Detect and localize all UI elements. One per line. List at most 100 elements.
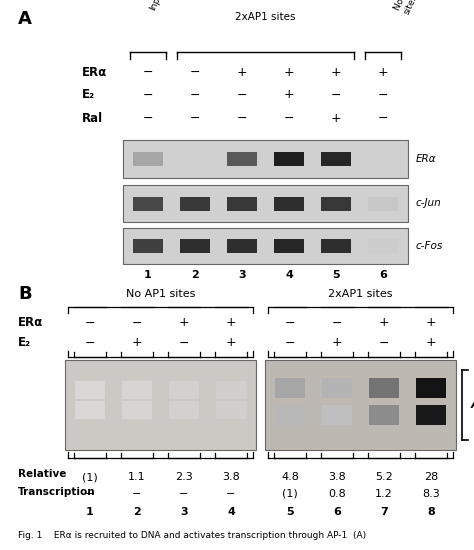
Text: 0.8: 0.8 — [328, 489, 346, 499]
Text: 2xAP1 sites: 2xAP1 sites — [328, 289, 393, 299]
Text: +: + — [379, 316, 389, 329]
Text: 6: 6 — [333, 507, 341, 517]
Bar — [122, 381, 152, 399]
Bar — [321, 196, 351, 211]
Text: 6: 6 — [379, 270, 387, 280]
Text: −: − — [332, 316, 342, 329]
Text: −: − — [285, 337, 295, 349]
Bar — [169, 401, 199, 419]
Text: ERα: ERα — [82, 65, 107, 79]
Text: 2: 2 — [191, 270, 199, 280]
Bar — [322, 378, 352, 398]
Text: 28: 28 — [424, 472, 438, 482]
Text: −: − — [85, 489, 95, 499]
Text: (1): (1) — [282, 489, 298, 499]
Text: Relative: Relative — [18, 469, 66, 479]
Text: 2.3: 2.3 — [175, 472, 193, 482]
Bar — [133, 152, 163, 166]
Text: 3.8: 3.8 — [222, 472, 240, 482]
Bar — [75, 381, 105, 399]
Text: Transcription: Transcription — [18, 487, 96, 497]
Text: +: + — [331, 112, 341, 124]
Bar — [321, 152, 351, 166]
Text: +: + — [237, 65, 247, 79]
Text: ERα: ERα — [18, 316, 43, 329]
Bar — [416, 378, 446, 398]
Text: AdE4: AdE4 — [471, 400, 474, 410]
Text: +: + — [226, 316, 237, 329]
Text: −: − — [285, 316, 295, 329]
Bar — [275, 405, 305, 425]
Text: +: + — [426, 337, 436, 349]
Text: −: − — [331, 89, 341, 102]
Text: 5.2: 5.2 — [375, 472, 393, 482]
Bar — [133, 239, 163, 253]
Text: −: − — [143, 65, 153, 79]
Text: −: − — [284, 112, 294, 124]
Text: +: + — [332, 337, 342, 349]
Text: −: − — [378, 89, 388, 102]
Text: 4: 4 — [285, 270, 293, 280]
Text: A: A — [18, 10, 32, 28]
Bar — [416, 405, 446, 425]
Bar — [216, 401, 246, 419]
Text: 7: 7 — [380, 507, 388, 517]
Text: No AP1 sites: No AP1 sites — [126, 289, 195, 299]
Bar — [65, 360, 256, 450]
Bar — [180, 196, 210, 211]
Bar — [369, 378, 399, 398]
Text: c-Jun: c-Jun — [416, 199, 442, 208]
Text: −: − — [190, 112, 200, 124]
Text: +: + — [378, 65, 388, 79]
Text: 1.2: 1.2 — [375, 489, 393, 499]
Text: +: + — [132, 337, 142, 349]
Text: Input: Input — [148, 0, 166, 12]
Text: (1): (1) — [82, 472, 98, 482]
Bar — [180, 239, 210, 253]
Text: 4: 4 — [227, 507, 235, 517]
Bar — [368, 239, 398, 253]
Text: 5: 5 — [332, 270, 340, 280]
Text: E₂: E₂ — [82, 89, 95, 102]
Text: −: − — [378, 112, 388, 124]
Bar — [321, 239, 351, 253]
Text: +: + — [331, 65, 341, 79]
Bar — [274, 239, 304, 253]
Text: −: − — [226, 489, 236, 499]
Text: +: + — [179, 316, 189, 329]
Text: +: + — [226, 337, 237, 349]
Text: 8.3: 8.3 — [422, 489, 440, 499]
Bar — [122, 401, 152, 419]
Text: E₂: E₂ — [18, 337, 31, 349]
Text: −: − — [179, 337, 189, 349]
Text: ERα: ERα — [416, 154, 437, 164]
Text: No AP1
sites: No AP1 sites — [393, 0, 424, 16]
Text: 5: 5 — [286, 507, 294, 517]
Text: +: + — [283, 89, 294, 102]
Text: 3.8: 3.8 — [328, 472, 346, 482]
Bar — [123, 185, 408, 222]
Text: 1.1: 1.1 — [128, 472, 146, 482]
Text: 2: 2 — [133, 507, 141, 517]
Text: +: + — [283, 65, 294, 79]
Text: −: − — [132, 316, 142, 329]
Text: −: − — [132, 489, 142, 499]
Text: B: B — [18, 285, 32, 303]
Text: −: − — [143, 112, 153, 124]
Text: 3: 3 — [238, 270, 246, 280]
Bar — [274, 196, 304, 211]
Bar — [227, 196, 257, 211]
Text: 8: 8 — [427, 507, 435, 517]
Bar — [169, 381, 199, 399]
Text: −: − — [190, 65, 200, 79]
Text: c-Fos: c-Fos — [416, 241, 443, 251]
Text: 2xAP1 sites: 2xAP1 sites — [235, 12, 296, 22]
Bar — [322, 405, 352, 425]
Text: +: + — [426, 316, 436, 329]
Bar — [123, 228, 408, 264]
Bar — [133, 196, 163, 211]
Text: −: − — [179, 489, 189, 499]
Text: Ral: Ral — [82, 112, 103, 124]
Bar — [123, 140, 408, 178]
Bar — [265, 360, 456, 450]
